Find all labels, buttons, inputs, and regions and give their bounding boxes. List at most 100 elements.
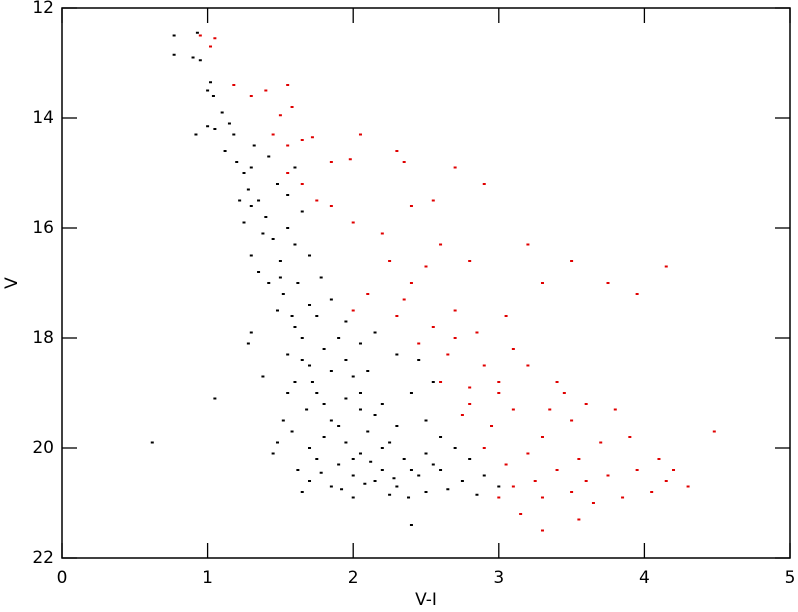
point (562, 392, 566, 394)
point (446, 488, 450, 491)
point (281, 419, 285, 422)
point (329, 298, 333, 301)
point (511, 348, 515, 350)
point (238, 199, 242, 202)
point (431, 381, 435, 383)
point (388, 260, 392, 262)
point (267, 282, 271, 284)
point (351, 221, 355, 224)
point (468, 403, 472, 405)
point (242, 221, 246, 224)
point (209, 81, 213, 84)
point (344, 397, 348, 400)
point (635, 293, 639, 295)
point (417, 359, 421, 361)
point (340, 488, 344, 491)
point (431, 199, 435, 202)
point (220, 111, 224, 114)
point (468, 386, 472, 389)
x-tick-label: 4 (639, 568, 650, 588)
point (275, 309, 279, 312)
point (540, 529, 544, 532)
point (286, 194, 290, 196)
point (150, 441, 154, 444)
point (191, 56, 195, 59)
point (329, 370, 333, 372)
point (395, 425, 399, 427)
point (351, 375, 355, 378)
point (286, 227, 290, 229)
point (395, 150, 399, 152)
point (664, 480, 668, 482)
point (504, 315, 508, 317)
y-tick-label: 18 (32, 328, 54, 348)
point (373, 480, 377, 482)
point (310, 381, 314, 383)
point (213, 128, 217, 130)
point (337, 463, 341, 466)
point (468, 458, 472, 460)
point (300, 139, 304, 141)
point (453, 337, 457, 339)
point (439, 243, 443, 246)
point (172, 34, 176, 37)
point (570, 419, 574, 422)
point (407, 496, 411, 499)
y-axis-label: V (2, 277, 22, 289)
point (337, 425, 341, 427)
x-tick-label: 1 (202, 568, 213, 588)
point (246, 188, 250, 191)
point (497, 496, 501, 499)
x-tick-label: 5 (785, 568, 796, 588)
x-axis-label: V-I (415, 590, 437, 610)
point (257, 271, 261, 273)
point (249, 205, 253, 207)
point (286, 172, 290, 174)
point (409, 392, 413, 394)
point (664, 265, 668, 268)
point (439, 469, 443, 471)
point (242, 172, 246, 174)
point (264, 89, 268, 92)
point (366, 370, 370, 372)
point (305, 408, 309, 411)
point (402, 161, 406, 163)
point (261, 232, 265, 235)
x-tick-label: 0 (57, 568, 68, 588)
point (628, 436, 632, 438)
point (358, 452, 362, 455)
point (257, 199, 261, 202)
point (286, 84, 290, 86)
point (511, 408, 515, 411)
point (490, 425, 494, 427)
point (519, 513, 523, 515)
point (409, 205, 413, 207)
point (300, 337, 304, 339)
point (439, 381, 443, 383)
point (672, 469, 676, 471)
point (424, 419, 428, 422)
point (348, 158, 352, 161)
point (293, 326, 297, 328)
point (300, 359, 304, 361)
point (310, 136, 314, 139)
point (329, 161, 333, 163)
point (315, 315, 319, 317)
point (373, 331, 377, 334)
point (278, 260, 282, 262)
point (606, 474, 610, 477)
point (526, 452, 530, 455)
point (271, 133, 275, 136)
point (223, 150, 227, 152)
x-tick-label: 3 (493, 568, 504, 588)
point (424, 265, 428, 268)
point (293, 381, 297, 383)
point (380, 469, 384, 471)
point (308, 447, 312, 449)
point (650, 491, 654, 493)
point (172, 53, 176, 56)
point (344, 320, 348, 323)
point (213, 37, 217, 40)
point (211, 95, 215, 97)
